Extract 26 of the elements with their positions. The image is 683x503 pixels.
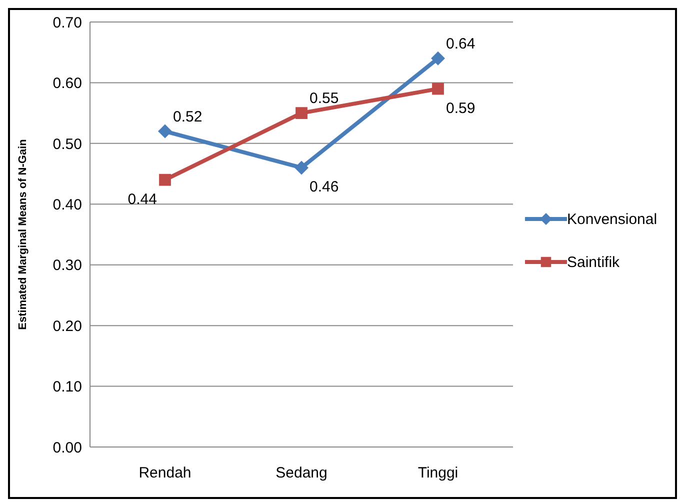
legend-label: Saintifik <box>567 254 620 270</box>
data-label: 0.52 <box>173 108 202 126</box>
point <box>296 107 308 120</box>
y-tick-label: 0.00 <box>52 439 82 456</box>
y-tick-label: 0.20 <box>52 318 82 335</box>
y-tick-label: 0.10 <box>52 378 82 396</box>
data-label: 0.59 <box>446 100 476 117</box>
point <box>158 124 172 138</box>
x-tick-label: Tinggi <box>418 464 458 482</box>
data-label: 0.55 <box>310 90 339 108</box>
y-tick-label: 0.30 <box>52 257 82 274</box>
x-tick-label: Sedang <box>276 464 328 482</box>
point <box>294 160 308 175</box>
y-tick-label: 0.60 <box>52 75 82 92</box>
legend-label: Konvensional <box>567 210 658 228</box>
x-tick-label: Rendah <box>138 464 192 482</box>
y-tick-label: 0.70 <box>52 14 82 32</box>
y-axis-title: Estimated Marginal Means of N-Gain <box>16 138 29 330</box>
point <box>159 174 171 186</box>
data-label: 0.44 <box>128 190 157 208</box>
point <box>431 51 445 66</box>
point <box>432 82 444 95</box>
y-tick-label: 0.40 <box>52 196 82 214</box>
data-label: 0.46 <box>310 178 339 196</box>
data-label: 0.64 <box>446 35 476 52</box>
y-tick-label: 0.50 <box>52 136 82 153</box>
